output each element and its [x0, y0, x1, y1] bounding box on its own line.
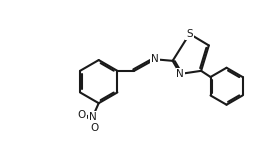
Text: N: N	[176, 69, 184, 79]
Text: S: S	[186, 29, 193, 39]
Text: N: N	[89, 112, 97, 122]
Text: O: O	[91, 123, 99, 133]
Text: N: N	[151, 54, 159, 64]
Text: O: O	[78, 110, 86, 120]
